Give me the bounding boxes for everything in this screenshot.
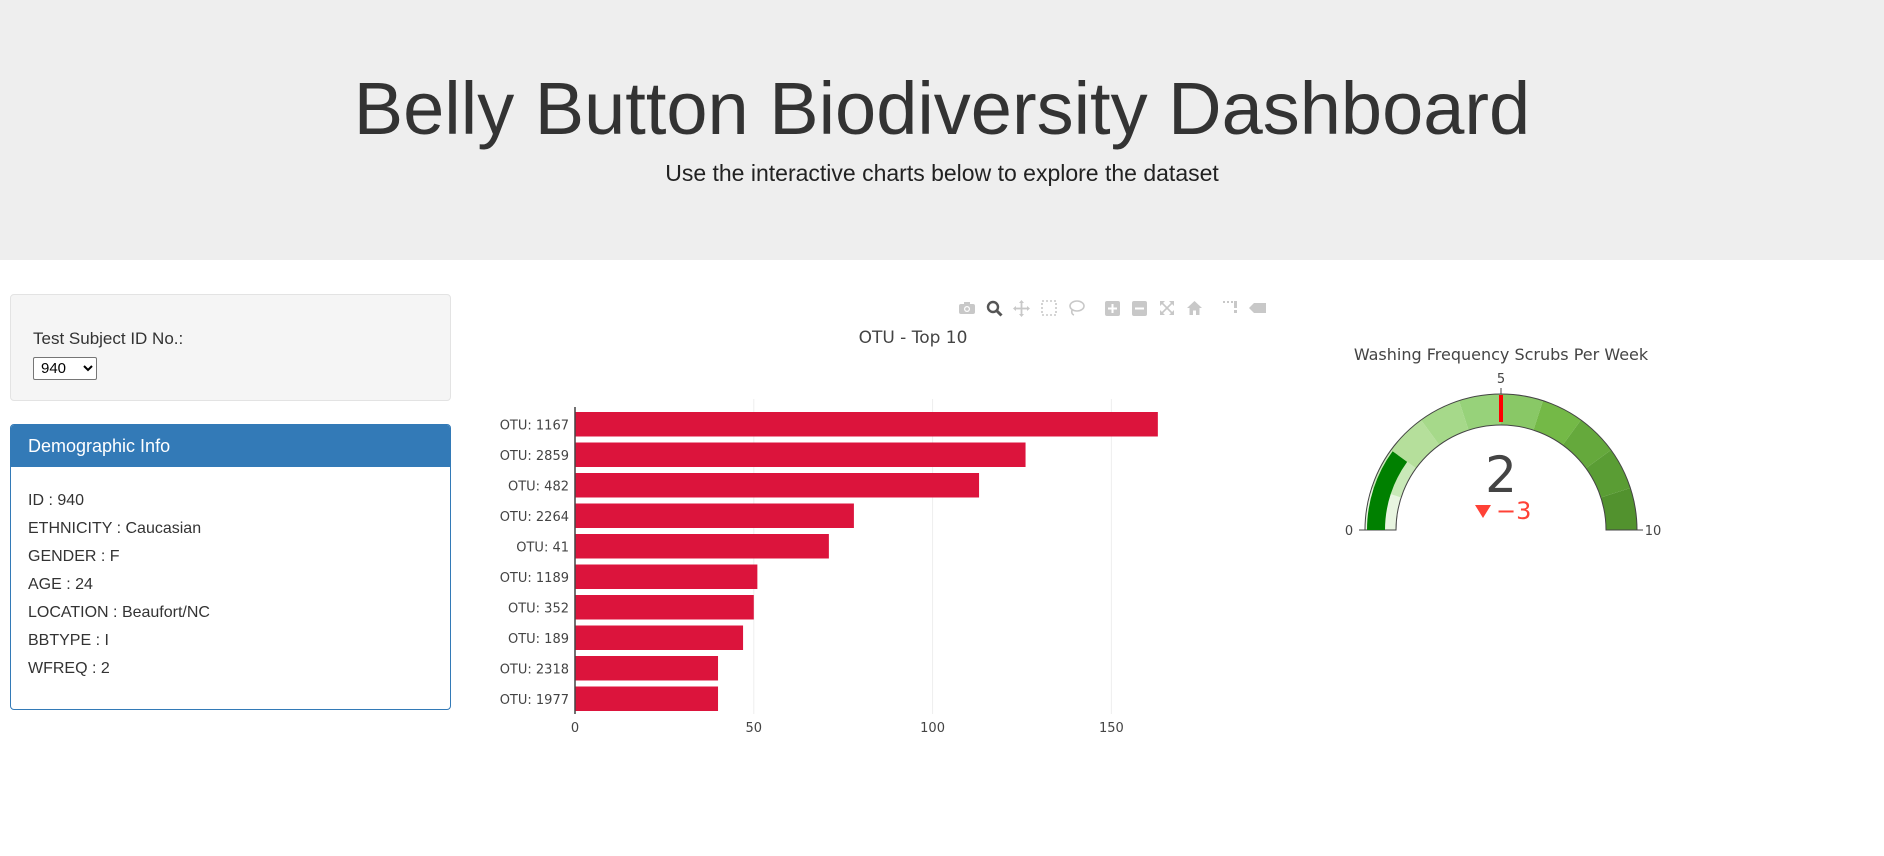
y-tick-label: OTU: 2318 [500, 662, 569, 677]
bar[interactable] [575, 625, 744, 651]
gauge-tick-label: 5 [1497, 372, 1505, 387]
gauge-step [1600, 487, 1637, 530]
reset-axes-icon[interactable] [1181, 298, 1209, 318]
gauge-tick-label: 10 [1645, 524, 1662, 539]
subject-selector-label: Test Subject ID No.: [33, 329, 184, 348]
bar[interactable] [575, 442, 1026, 468]
pan-icon[interactable] [1008, 298, 1036, 318]
page-subtitle: Use the interactive charts below to expl… [665, 160, 1219, 186]
demographic-panel: Demographic Info ID : 940 ETHNICITY : Ca… [10, 424, 451, 710]
y-tick-label: OTU: 189 [508, 632, 569, 647]
x-tick-label: 150 [1099, 721, 1124, 736]
demographic-row-id: ID : 940 [28, 492, 85, 509]
gauge-tick-label: 0 [1345, 524, 1353, 539]
demographic-row-age: AGE : 24 [28, 576, 93, 593]
gauge-step [1390, 419, 1440, 469]
demographic-row-ethnicity: ETHNICITY : Caucasian [28, 520, 202, 537]
demographic-row-gender: GENDER : F [28, 548, 120, 565]
otu-bar-chart[interactable]: OTU - Top 10 OTU: 1167 OTU: 2859 OTU: 482 OT… [470, 320, 1270, 740]
y-tick-label: OTU: 1977 [500, 693, 569, 708]
spike-lines-icon[interactable] [1217, 298, 1245, 318]
subject-selector-panel: Test Subject ID No.: 940 [10, 294, 451, 401]
bar[interactable] [575, 534, 829, 559]
demographic-row-location: LOCATION : Beaufort/NC [28, 604, 210, 621]
x-tick-label: 100 [920, 721, 945, 736]
gauge-step [1458, 394, 1501, 431]
compare-hover-icon[interactable] [1244, 298, 1272, 318]
demographic-row-wfreq: WFREQ : 2 [28, 660, 110, 677]
camera-icon[interactable] [953, 298, 981, 318]
x-tick-label: 50 [746, 721, 763, 736]
chart-toolbar [953, 298, 1272, 318]
y-tick-label: OTU: 2859 [500, 449, 569, 464]
gauge-outline [1364, 393, 1638, 531]
y-tick-label: OTU: 1167 [500, 418, 569, 433]
zoom-icon[interactable] [981, 298, 1009, 318]
lasso-select-icon[interactable] [1063, 298, 1091, 318]
gauge-step [1421, 400, 1469, 446]
bar[interactable] [575, 595, 754, 620]
box-select-icon[interactable] [1036, 298, 1064, 318]
bar[interactable] [575, 564, 758, 590]
gauge-value: 2 [1485, 446, 1517, 504]
bar[interactable] [575, 656, 719, 681]
gauge-value-bar [1367, 451, 1408, 530]
bar[interactable] [575, 412, 1158, 437]
autoscale-icon[interactable] [1154, 298, 1182, 318]
gauge-title: Washing Frequency Scrubs Per Week [1354, 345, 1649, 364]
gauge-step [1585, 450, 1631, 498]
gauge-delta: −3 [1496, 497, 1531, 525]
bar[interactable] [575, 503, 854, 529]
zoom-out-icon[interactable] [1126, 298, 1154, 318]
demographic-heading: Demographic Info [11, 425, 450, 467]
y-tick-label: OTU: 482 [508, 479, 569, 494]
y-tick-label: OTU: 1189 [500, 571, 569, 586]
y-tick-label: OTU: 2264 [500, 510, 569, 525]
page-title: Belly Button Biodiversity Dashboard [353, 67, 1531, 150]
subject-id-select[interactable]: 940 [33, 357, 97, 380]
y-tick-label: OTU: 41 [516, 540, 569, 555]
bar[interactable] [575, 686, 719, 712]
bar-chart-title: OTU - Top 10 [859, 328, 968, 348]
delta-down-icon [1475, 505, 1491, 518]
demographic-body: ID : 940 ETHNICITY : Caucasian GENDER : … [11, 467, 450, 703]
demographic-row-bbtype: BBTYPE : I [28, 632, 109, 649]
y-tick-label: OTU: 352 [508, 601, 569, 616]
zoom-in-icon[interactable] [1099, 298, 1127, 318]
gauge-step [1533, 400, 1581, 446]
bar[interactable] [575, 473, 980, 498]
gauge-step [1562, 419, 1612, 469]
x-tick-label: 0 [571, 721, 579, 736]
washing-frequency-gauge: Washing Frequency Scrubs Per Week 0 5 10 2−3 [1345, 345, 1662, 539]
header-jumbotron: Belly Button Biodiversity Dashboard Use … [0, 0, 1884, 260]
gauge-step [1501, 394, 1544, 431]
